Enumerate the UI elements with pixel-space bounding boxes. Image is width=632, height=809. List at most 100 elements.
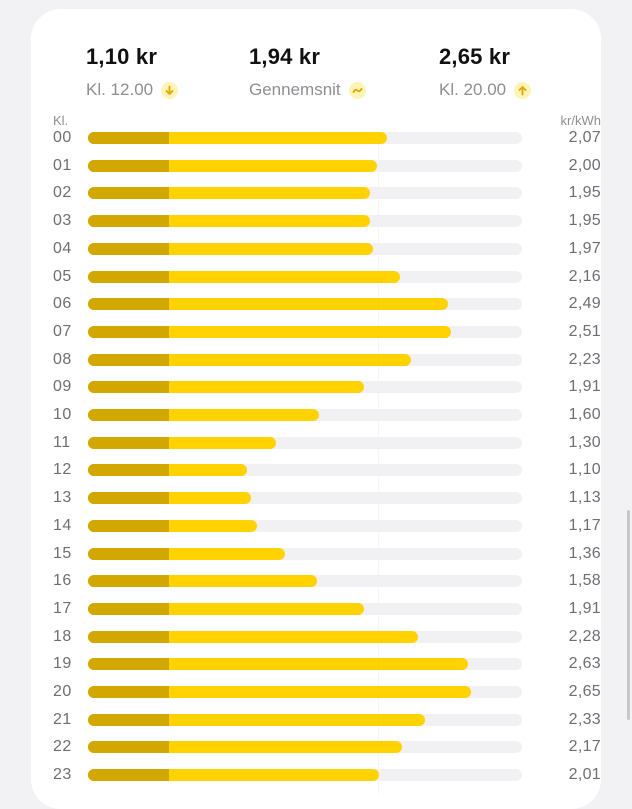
price-bar	[88, 602, 364, 615]
hour-label: 16	[53, 572, 72, 590]
price-bar-base	[88, 741, 169, 754]
price-value: 2,00	[568, 156, 601, 174]
price-bar-base	[88, 381, 169, 394]
price-bar	[88, 464, 247, 477]
bar-track	[88, 298, 522, 311]
price-bar-base	[88, 215, 169, 228]
bar-track	[88, 630, 522, 643]
price-bar-base	[88, 769, 169, 782]
bar-track	[88, 159, 522, 172]
hour-row: 23 2,01	[31, 765, 601, 785]
price-value: 1,30	[568, 433, 601, 451]
hour-label: 02	[53, 184, 72, 202]
bar-track	[88, 519, 522, 532]
hour-label: 21	[53, 710, 72, 728]
price-bar-base	[88, 713, 169, 726]
price-bar-base	[88, 602, 169, 615]
wave-icon	[348, 81, 366, 99]
bar-track	[88, 242, 522, 255]
price-value: 2,16	[568, 267, 601, 285]
bar-track	[88, 547, 522, 560]
lowest-price-stat: 1,10 kr Kl. 12.00	[86, 44, 179, 100]
hour-row: 16 1,58	[31, 571, 601, 591]
bar-track	[88, 325, 522, 338]
highest-price-value: 2,65 kr	[439, 44, 511, 69]
hour-label: 08	[53, 350, 72, 368]
hour-row: 07 2,51	[31, 322, 601, 342]
price-bar-base	[88, 575, 169, 588]
hour-row: 06 2,49	[31, 294, 601, 314]
price-bar	[88, 519, 257, 532]
hour-row: 17 1,91	[31, 599, 601, 619]
price-bar-base	[88, 132, 169, 144]
price-bar-base	[88, 630, 169, 643]
price-bar	[88, 575, 317, 588]
price-bar	[88, 409, 319, 421]
price-bar-base	[88, 298, 169, 311]
bar-track	[88, 713, 522, 726]
hour-row: 02 1,95	[31, 183, 601, 203]
price-value: 1,58	[568, 572, 601, 590]
hour-label: 09	[53, 378, 72, 396]
price-bar	[88, 547, 285, 560]
price-value: 1,36	[568, 544, 601, 562]
hour-label: 14	[53, 516, 72, 534]
price-value: 1,10	[568, 461, 601, 479]
hour-row: 19 2,63	[31, 654, 601, 674]
price-value: 2,49	[568, 295, 601, 313]
hour-row: 09 1,91	[31, 377, 601, 397]
hour-row: 11 1,30	[31, 433, 601, 453]
hour-row: 01 2,00	[31, 156, 601, 176]
price-value: 2,07	[568, 129, 601, 146]
price-bar-base	[88, 242, 169, 255]
price-bar	[88, 132, 387, 144]
hour-row: 03 1,95	[31, 211, 601, 231]
price-value: 1,91	[568, 378, 601, 396]
price-bar	[88, 492, 251, 505]
price-bar-base	[88, 464, 169, 477]
hour-row: 21 2,33	[31, 710, 601, 730]
price-value: 1,95	[568, 184, 601, 202]
arrow-up-icon	[514, 81, 532, 99]
hour-label: 17	[53, 599, 72, 617]
price-bar	[88, 630, 418, 643]
price-value: 1,60	[568, 406, 601, 423]
hour-label: 04	[53, 239, 72, 257]
price-bar	[88, 713, 425, 726]
hour-row: 18 2,28	[31, 627, 601, 647]
hour-label: 01	[53, 156, 72, 174]
price-value: 2,28	[568, 627, 601, 645]
hour-row: 05 2,16	[31, 267, 601, 287]
price-bar	[88, 187, 370, 200]
price-bar-base	[88, 686, 169, 698]
average-price-value: 1,94 kr	[249, 44, 321, 69]
bar-track	[88, 492, 522, 505]
price-bar-base	[88, 658, 169, 671]
price-value: 2,23	[568, 350, 601, 368]
price-bar	[88, 298, 448, 311]
price-bar	[88, 686, 471, 698]
bar-track	[88, 602, 522, 615]
price-bar	[88, 159, 377, 172]
arrow-down-icon	[161, 81, 179, 99]
bar-track	[88, 658, 522, 671]
hour-label: 06	[53, 295, 72, 313]
price-bar	[88, 436, 276, 449]
bar-track	[88, 270, 522, 283]
lowest-price-value: 1,10 kr	[86, 44, 158, 69]
price-bar-base	[88, 270, 169, 283]
hour-label: 07	[53, 322, 72, 340]
bar-track	[88, 741, 522, 754]
price-value: 1,91	[568, 599, 601, 617]
price-bar	[88, 325, 451, 338]
hour-label: 22	[53, 738, 72, 756]
bar-track	[88, 187, 522, 200]
price-value: 1,17	[568, 516, 601, 534]
bar-track	[88, 769, 522, 782]
price-bar	[88, 242, 373, 255]
hour-row: 22 2,17	[31, 737, 601, 757]
hour-row: 12 1,10	[31, 460, 601, 480]
hour-row: 10 1,60	[31, 405, 601, 425]
price-value: 2,33	[568, 710, 601, 728]
scrollbar[interactable]	[627, 510, 630, 720]
